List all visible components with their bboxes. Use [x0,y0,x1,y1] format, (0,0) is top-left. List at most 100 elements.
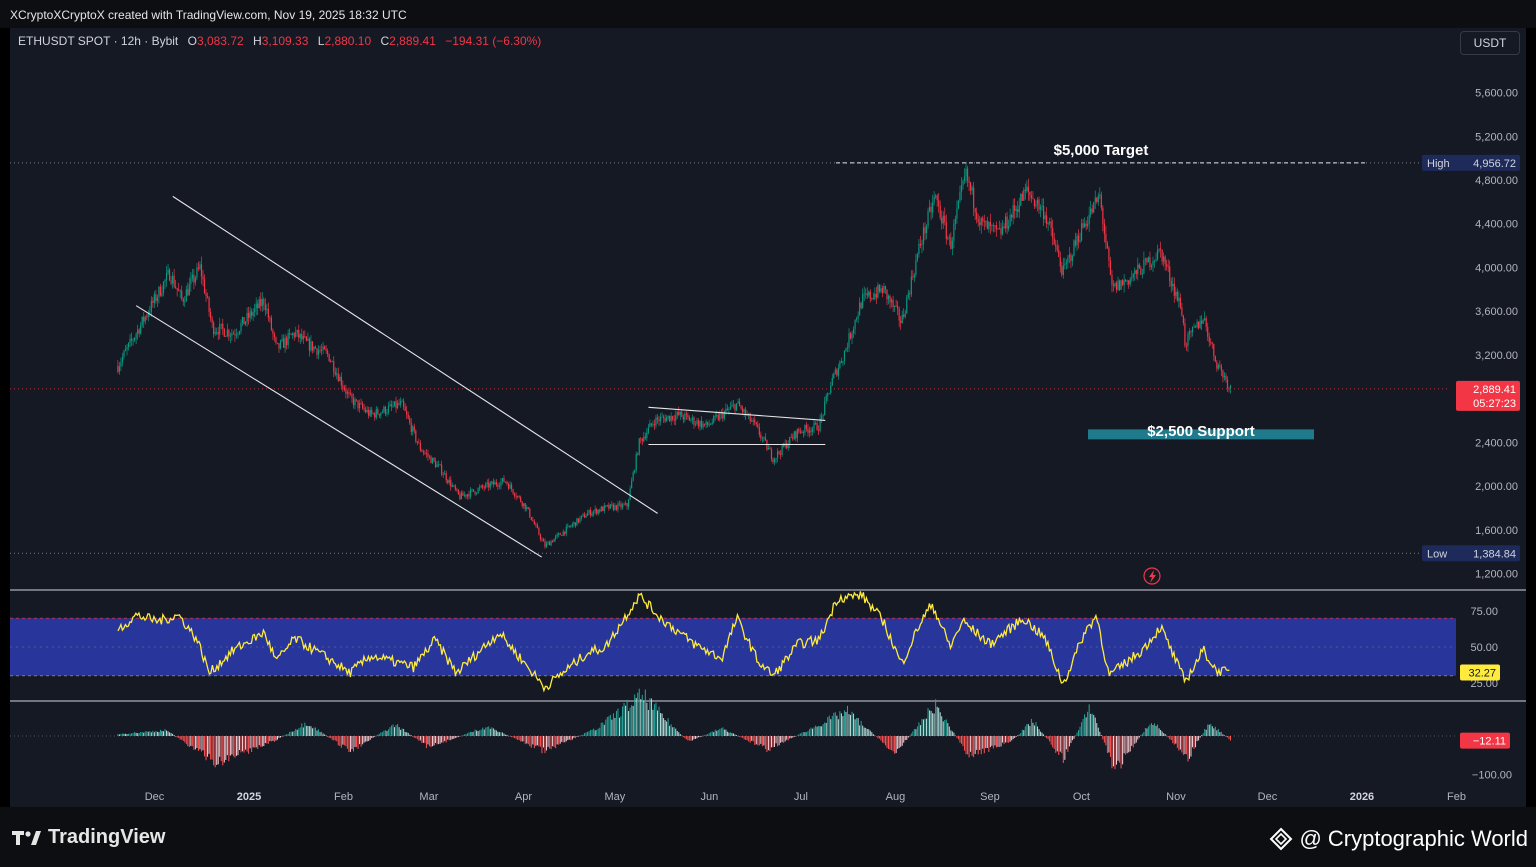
macd-bar [1011,736,1013,741]
candle-body [369,409,371,416]
candle-body [1117,280,1119,290]
macd-bar [419,736,421,741]
candle-body [409,418,411,423]
macd-bar [178,736,180,739]
currency-button[interactable]: USDT [1460,31,1520,55]
candle-body [447,480,449,483]
open-value: 3,083.72 [196,34,244,48]
candle-body [743,409,745,413]
chart-area[interactable]: $5,000 Target $2,500 Support 5,600.00 5,200… [10,28,1526,807]
macd-bar [971,736,973,756]
candle-body [851,333,853,339]
candle-body [135,334,137,338]
candle-body [661,416,663,418]
macd-bar [837,719,839,736]
macd-bar [1160,729,1162,736]
macd-bar [308,726,310,736]
macd-bar [921,718,923,736]
candle-body [545,543,548,547]
candle-body [775,458,777,460]
rsi-value-badge [1460,664,1500,681]
candle-body [155,294,157,302]
macd-bar [538,736,540,747]
macd-bar [380,732,382,736]
candle-body [1006,216,1008,229]
candle-body [731,404,733,407]
candle-body [117,365,119,372]
candle-body [878,285,881,292]
candle-body [704,423,706,425]
macd-bar [187,736,189,747]
candle-body [410,422,412,433]
candle-body [986,220,988,230]
macd-bar [1214,726,1216,736]
macd-bar [549,736,551,749]
candle-body [954,218,957,224]
candle-body [723,411,725,419]
candle-body [798,428,800,432]
candle-body [624,503,627,505]
macd-bar [448,736,450,741]
diamond-logo-icon [1270,827,1293,851]
macd-bar [825,722,827,736]
candle-body [1106,243,1109,249]
macd-bar [1169,736,1171,740]
price-chart[interactable]: $5,000 Target$2,500 Support5,600.005,200… [10,28,1526,807]
macd-bar [280,736,282,738]
macd-bar [1091,713,1093,736]
macd-bar [1170,736,1172,741]
macd-bar [1190,736,1192,757]
macd-bar [1062,736,1064,763]
macd-bar [354,736,356,748]
candle-body [968,180,970,183]
candle-body [439,464,441,466]
macd-bar [643,700,645,736]
candle-body [1011,215,1013,218]
macd-bar [161,730,163,736]
candle-body [903,314,905,317]
candle-body [140,324,142,334]
macd-bar [550,736,552,750]
candle-body [842,361,844,363]
candle-body [1220,366,1223,371]
macd-bar [909,735,911,737]
candle-body [988,222,990,230]
macd-bar [447,736,449,740]
tradingview-logo[interactable]: TradingView [12,826,165,849]
candle-body [974,208,976,213]
macd-bar [527,736,529,745]
macd-bar [786,736,788,740]
candle-body [197,267,200,269]
candle-body [362,403,364,408]
macd-bar [1147,726,1149,736]
macd-bar [752,736,754,742]
macd-bar [649,698,651,736]
candle-body [862,294,864,308]
macd-bar [722,727,724,736]
macd-bar [1228,736,1230,740]
candle-body [1090,208,1092,215]
candle-body [368,409,370,416]
macd-bar [124,733,126,736]
macd-bar [328,736,330,738]
macd-bar [573,736,575,738]
time-tick-label: Feb [334,791,353,803]
candle-body [1111,274,1113,285]
last-price-badge [1456,380,1520,411]
candle-body [412,426,414,433]
macd-bar [637,692,639,736]
macd-bar [682,736,684,737]
candle-body [679,411,681,415]
candle-body [289,333,291,335]
macd-bar [267,736,269,744]
candle-body [714,415,716,417]
candle-body [539,534,542,540]
macd-bar [283,735,285,737]
macd-bar [1030,718,1032,736]
macd-bar [656,710,658,736]
candle-body [596,508,598,514]
macd-bar [875,736,877,737]
macd-bar [793,736,795,737]
macd-bar [1111,736,1113,769]
candle-body [1163,256,1165,262]
